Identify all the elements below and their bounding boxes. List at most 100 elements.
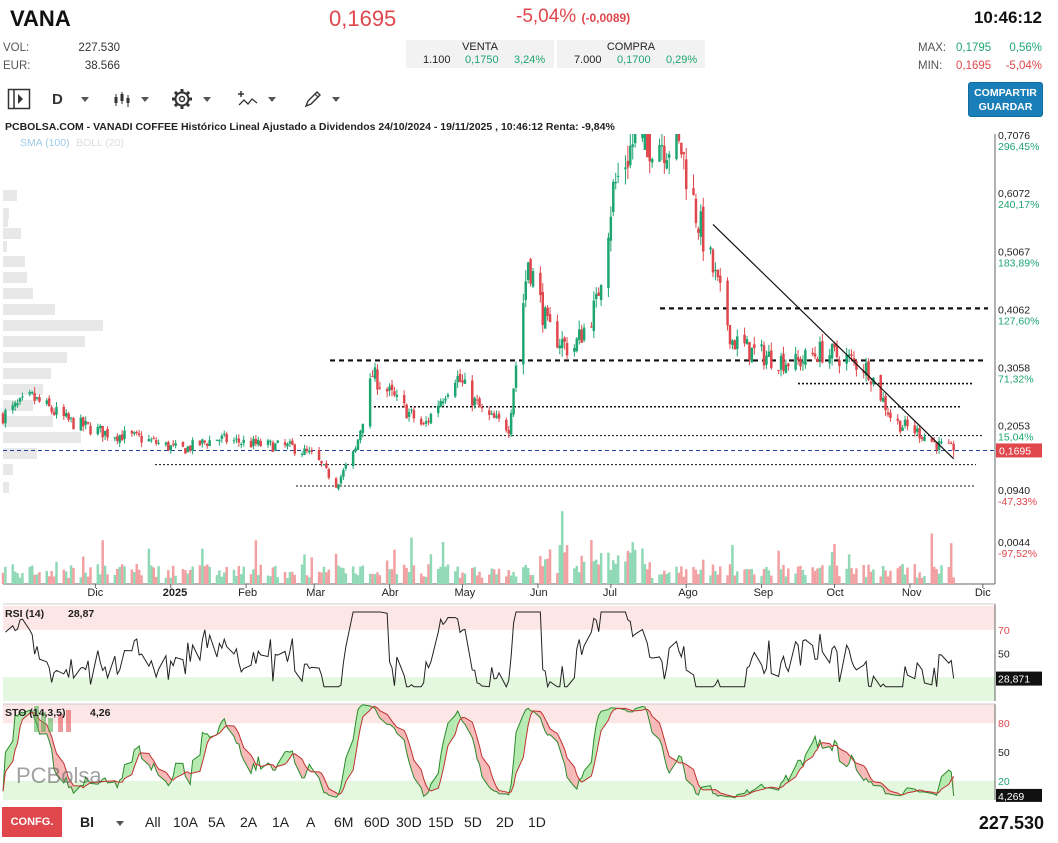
candle-body: [393, 391, 396, 396]
sto-fill: [717, 791, 721, 797]
volume-bar: [308, 577, 311, 584]
candle-body: [777, 370, 780, 372]
volume-bar: [300, 564, 304, 584]
volume-bar: [658, 574, 661, 584]
candle-body: [84, 420, 87, 425]
candle-body: [13, 402, 17, 407]
volume-bar: [940, 565, 943, 584]
volume-bar: [514, 576, 518, 584]
period-button-1d[interactable]: 1D: [528, 814, 546, 830]
volume-bar: [736, 571, 739, 584]
volume-bar: [254, 540, 258, 584]
volume-bar: [198, 565, 202, 584]
candle-body: [680, 142, 683, 155]
candle-body: [35, 397, 39, 399]
period-button-6m[interactable]: 6M: [334, 814, 354, 830]
candle-body: [753, 344, 756, 348]
volume-bar: [342, 567, 345, 584]
candle-body: [21, 396, 24, 398]
sto-fill: [712, 789, 716, 794]
period-button-1a[interactable]: 1A: [272, 814, 290, 830]
candle-body: [385, 388, 389, 392]
volume-bar: [748, 569, 751, 584]
x-tick-label: Mar: [306, 587, 325, 599]
sto-fill: [652, 716, 660, 740]
volume-bar: [855, 568, 858, 584]
candle-body: [33, 393, 36, 401]
volume-bar: [106, 574, 109, 584]
period-select[interactable]: D: [52, 88, 89, 110]
y-tick-pct: 183,89%: [998, 257, 1039, 269]
candle-body: [203, 440, 207, 443]
candle-body: [419, 418, 423, 425]
candle-body: [320, 461, 323, 464]
period-button-a[interactable]: A: [306, 814, 316, 830]
period-button-all[interactable]: All: [145, 814, 161, 830]
period-button-2a[interactable]: 2A: [240, 814, 258, 830]
volume-profile-bar: [3, 228, 21, 239]
volume-bar: [937, 573, 941, 584]
period-button-5a[interactable]: 5A: [208, 814, 226, 830]
sto-value-badge-label: 4,269: [998, 791, 1024, 803]
candle-body: [480, 407, 484, 409]
drawing-tools-select[interactable]: [304, 88, 340, 110]
candle-body: [577, 329, 581, 340]
volume-profile-bar: [3, 304, 55, 315]
volume-value: 227.530: [78, 42, 120, 54]
sto-fill: [601, 709, 609, 731]
volume-bar: [699, 569, 703, 584]
period-button-5d[interactable]: 5D: [464, 814, 482, 830]
candle-body: [952, 443, 955, 451]
period-button-15d[interactable]: 15D: [428, 814, 454, 830]
period-button-30d[interactable]: 30D: [396, 814, 422, 830]
volume-bar: [220, 576, 224, 584]
config-button[interactable]: CONFG.: [2, 807, 62, 837]
sto-fill: [547, 724, 551, 736]
volume-bar: [412, 565, 416, 584]
sto-fill: [389, 717, 393, 727]
volume-bar: [422, 576, 425, 584]
sto-fill: [695, 776, 699, 795]
period-button-2d[interactable]: 2D: [496, 814, 514, 830]
chart-type-select[interactable]: [113, 88, 149, 110]
share-save-button[interactable]: COMPARTIR GUARDAR: [968, 82, 1043, 117]
volume-bar: [563, 552, 566, 584]
volume-bar: [629, 552, 632, 584]
sto-fill: [357, 706, 361, 741]
candle-body: [130, 431, 134, 434]
candle-body: [356, 439, 360, 450]
volume-profile-bar: [3, 384, 43, 395]
settings-select[interactable]: [171, 88, 211, 110]
candle-body: [373, 367, 377, 379]
candle-body: [563, 337, 566, 342]
period-button-60d[interactable]: 60D: [364, 814, 390, 830]
panel-toggle-button[interactable]: [7, 88, 31, 110]
candle-body: [1, 413, 5, 424]
candle-body: [932, 440, 936, 442]
volume-bar: [869, 571, 873, 584]
volume-bar: [113, 575, 117, 584]
volume-bar: [101, 540, 104, 584]
period-button-10a[interactable]: 10A: [173, 814, 198, 830]
volume-bar: [164, 577, 168, 584]
sto-fill: [479, 746, 482, 777]
candle-body: [167, 441, 170, 451]
volume-bar: [424, 576, 428, 584]
candle-body: [305, 448, 309, 451]
y-tick-label: 0,0044: [998, 537, 1030, 549]
candle-body: [337, 484, 340, 489]
candle-body: [276, 440, 279, 443]
candle-body: [526, 262, 530, 281]
sto-fill: [584, 762, 592, 781]
indicators-select[interactable]: [238, 88, 276, 110]
candle-body: [473, 397, 476, 406]
volume-bar: [867, 564, 870, 584]
candle-body: [624, 167, 627, 170]
volume-bar: [694, 569, 698, 584]
candle-body: [748, 341, 751, 361]
volume-bar: [135, 564, 138, 584]
candle-body: [818, 341, 822, 361]
candle-body: [643, 134, 647, 150]
chart-mode-select[interactable]: Bl: [80, 814, 124, 830]
